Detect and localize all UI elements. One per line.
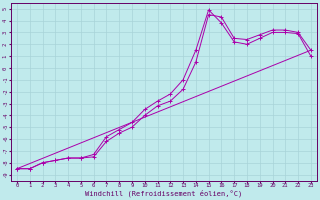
X-axis label: Windchill (Refroidissement éolien,°C): Windchill (Refroidissement éolien,°C)	[85, 190, 243, 197]
